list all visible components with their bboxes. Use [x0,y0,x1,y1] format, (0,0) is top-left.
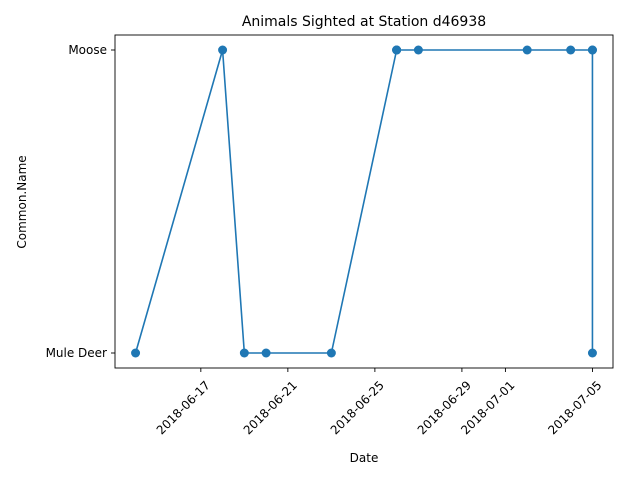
y-axis-ticks: Mule Deer Moose [46,43,115,360]
y-tick-label: Mule Deer [46,346,107,360]
x-axis-label: Date [350,451,379,465]
data-point [522,45,532,55]
data-point [261,348,271,358]
data-point [587,348,597,358]
axes-frame [114,34,614,369]
data-point [131,348,141,358]
data-points [131,45,597,358]
data-point [413,45,423,55]
plot-area [131,45,597,358]
y-tick-label: Moose [68,43,107,57]
data-point [218,45,228,55]
data-point [566,45,576,55]
data-point [587,45,597,55]
data-point [239,348,249,358]
chart-title: Animals Sighted at Station d46938 [242,14,486,30]
y-axis-label: Common.Name [15,155,29,248]
data-point [326,348,336,358]
series-line [134,49,594,354]
data-point [392,45,402,55]
